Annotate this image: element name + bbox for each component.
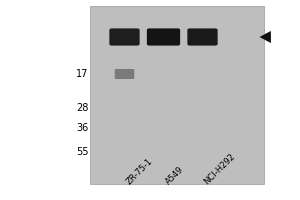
Text: ZR-75-1: ZR-75-1 <box>124 156 154 186</box>
Text: 28: 28 <box>76 103 88 113</box>
Text: 17: 17 <box>76 69 88 79</box>
FancyBboxPatch shape <box>115 69 134 79</box>
Text: 55: 55 <box>76 147 88 157</box>
Bar <box>90 6 264 184</box>
Polygon shape <box>260 31 271 43</box>
FancyBboxPatch shape <box>109 28 140 46</box>
Text: 36: 36 <box>76 123 88 133</box>
Text: NCI-H292: NCI-H292 <box>202 151 237 186</box>
FancyBboxPatch shape <box>147 28 180 46</box>
Text: A549: A549 <box>164 164 185 186</box>
FancyBboxPatch shape <box>188 28 218 46</box>
